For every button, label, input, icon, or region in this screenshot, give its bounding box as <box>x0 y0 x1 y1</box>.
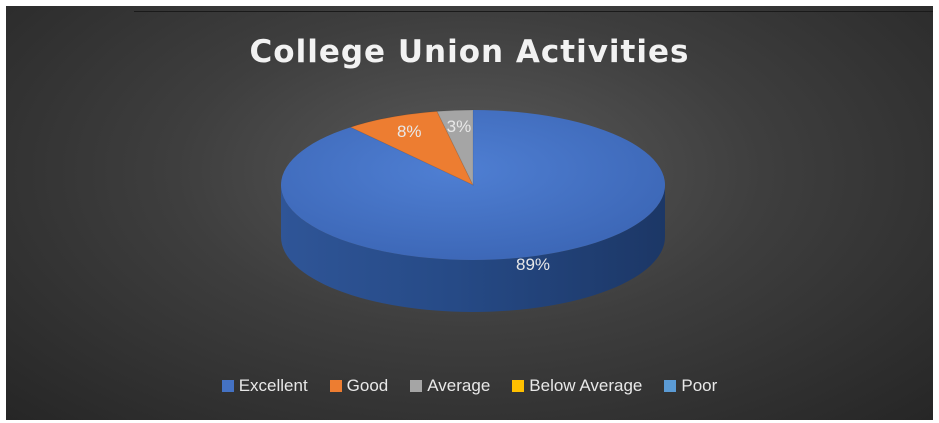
legend-swatch <box>664 380 677 392</box>
legend-swatch <box>221 380 234 392</box>
data-label-excellent: 89% <box>516 255 550 274</box>
pie-slice-good <box>349 110 475 187</box>
legend-item-excellent: Excellent <box>221 376 308 396</box>
legend-item-below-average: Below Average <box>512 376 642 396</box>
legend-label: Poor <box>681 376 718 395</box>
legend-label: Excellent <box>238 376 308 395</box>
legend-swatch <box>512 380 525 392</box>
data-label-average: 3% <box>447 117 472 136</box>
data-label-good: 8% <box>397 122 422 141</box>
pie-side-excellent <box>281 185 665 312</box>
legend-swatch <box>329 380 342 392</box>
legend-label: Average <box>427 376 491 395</box>
top-border-line <box>134 11 933 12</box>
legend-swatch <box>410 380 423 392</box>
legend-item-average: Average <box>410 376 490 396</box>
chart-area: College Union Activities 89% 8% 3% Excelle… <box>6 6 933 420</box>
legend-label: Good <box>346 376 389 395</box>
legend-item-good: Good <box>329 376 389 396</box>
legend-item-poor: Poor <box>664 376 717 396</box>
legend-label: Below Average <box>529 376 643 395</box>
legend: Excellent Good Average Below Average Poor <box>6 376 933 396</box>
pie-chart: 89% 8% 3% <box>281 109 665 312</box>
chart-title: College Union Activities <box>249 34 690 70</box>
pie-slice-average <box>436 109 474 186</box>
